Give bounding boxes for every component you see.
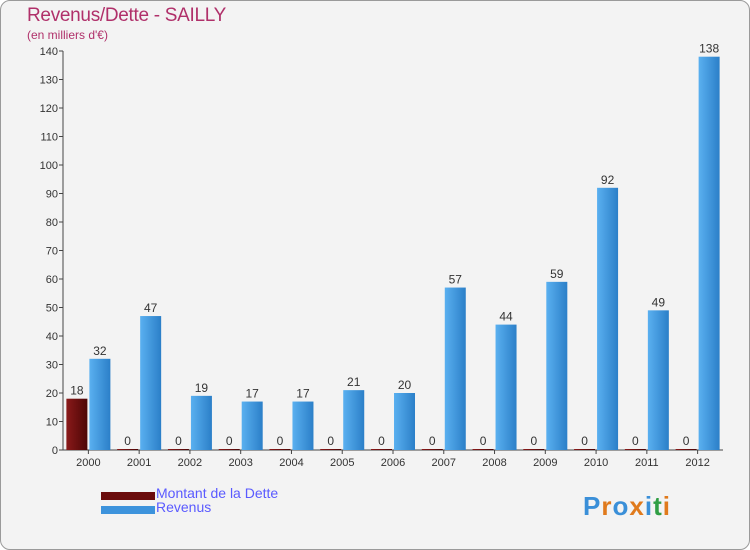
- chart-title: Revenus/Dette - SAILLY: [27, 5, 226, 26]
- bar-dette: [269, 449, 291, 450]
- data-label-revenus: 44: [499, 310, 513, 324]
- bar-revenus: [546, 281, 568, 450]
- data-label-revenus: 17: [246, 387, 260, 401]
- data-label-dette: 0: [378, 434, 385, 448]
- x-tick-label: 2006: [381, 457, 405, 469]
- bar-dette: [117, 449, 139, 450]
- y-tick-label: 70: [46, 246, 58, 258]
- y-tick-label: 100: [40, 160, 58, 172]
- y-tick-label: 60: [46, 274, 58, 286]
- y-tick-label: 90: [46, 189, 58, 201]
- data-label-revenus: 47: [144, 301, 158, 315]
- data-label-dette: 18: [70, 384, 84, 398]
- y-tick-label: 120: [40, 103, 58, 115]
- data-label-revenus: 19: [195, 381, 209, 395]
- data-label-revenus: 49: [652, 295, 666, 309]
- y-tick-label: 140: [40, 46, 58, 58]
- y-tick-label: 20: [46, 388, 58, 400]
- data-label-dette: 0: [124, 434, 131, 448]
- data-label-revenus: 32: [93, 344, 107, 358]
- y-tick-label: 40: [46, 331, 58, 343]
- legend-swatch-dette: [101, 492, 155, 500]
- bar-dette: [472, 449, 494, 450]
- bar-dette: [66, 398, 88, 450]
- data-label-dette: 0: [175, 434, 182, 448]
- chart-subtitle: (en milliers d'€): [27, 28, 108, 42]
- data-label-dette: 0: [327, 434, 334, 448]
- x-tick-label: 2005: [330, 457, 354, 469]
- y-tick-label: 10: [46, 417, 58, 429]
- bar-dette: [574, 449, 596, 450]
- data-label-dette: 0: [530, 434, 537, 448]
- y-tick-label: 130: [40, 75, 58, 87]
- bar-dette: [371, 449, 392, 450]
- bar-revenus: [292, 401, 314, 450]
- bar-dette: [624, 449, 646, 450]
- x-tick-label: 2003: [228, 457, 252, 469]
- data-label-dette: 0: [581, 434, 588, 448]
- bar-revenus: [140, 316, 162, 450]
- bar-revenus: [444, 287, 466, 450]
- legend-label-dette: Montant de la Dette: [156, 485, 279, 501]
- bar-revenus: [394, 393, 415, 450]
- proxiti-logo: Proxiti: [583, 491, 671, 521]
- data-label-revenus: 57: [449, 273, 463, 287]
- bar-dette: [320, 449, 342, 450]
- bar-dette: [675, 449, 697, 450]
- bar-dette: [167, 449, 189, 450]
- x-tick-label: 2008: [482, 457, 506, 469]
- x-tick-label: 2000: [76, 457, 100, 469]
- data-label-dette: 0: [429, 434, 436, 448]
- x-tick-label: 2012: [685, 457, 709, 469]
- bar-revenus: [597, 187, 619, 451]
- y-tick-label: 110: [40, 132, 58, 144]
- data-label-revenus: 138: [699, 42, 719, 56]
- y-tick-label: 50: [46, 303, 58, 315]
- data-label-revenus: 20: [398, 378, 412, 392]
- x-tick-label: 2004: [279, 457, 303, 469]
- x-tick-label: 2001: [127, 457, 151, 469]
- bar-revenus: [343, 390, 365, 450]
- x-tick-label: 2010: [584, 457, 608, 469]
- data-label-dette: 0: [226, 434, 233, 448]
- bar-revenus: [190, 395, 212, 450]
- bar-revenus: [698, 56, 720, 450]
- bar-revenus: [89, 358, 111, 450]
- y-tick-label: 30: [46, 360, 58, 372]
- data-label-dette: 0: [277, 434, 284, 448]
- data-label-revenus: 92: [601, 173, 615, 187]
- data-label-revenus: 59: [550, 267, 564, 281]
- bar-revenus: [241, 401, 263, 450]
- x-tick-label: 2007: [432, 457, 456, 469]
- legend-label-revenus: Revenus: [156, 499, 212, 515]
- legend-swatch-revenus: [101, 506, 155, 514]
- y-tick-label: 80: [46, 217, 58, 229]
- x-tick-label: 2009: [533, 457, 557, 469]
- y-tick-label: 0: [52, 445, 58, 457]
- data-label-revenus: 21: [347, 375, 361, 389]
- data-label-dette: 0: [683, 434, 690, 448]
- bar-revenus: [647, 310, 669, 450]
- data-label-revenus: 17: [296, 387, 310, 401]
- bar-dette: [523, 449, 545, 450]
- bar-revenus: [495, 324, 517, 450]
- x-tick-label: 2002: [178, 457, 202, 469]
- data-label-dette: 0: [632, 434, 639, 448]
- bar-dette: [218, 449, 240, 450]
- data-label-dette: 0: [480, 434, 487, 448]
- bar-dette: [421, 449, 443, 450]
- x-tick-label: 2011: [635, 457, 659, 469]
